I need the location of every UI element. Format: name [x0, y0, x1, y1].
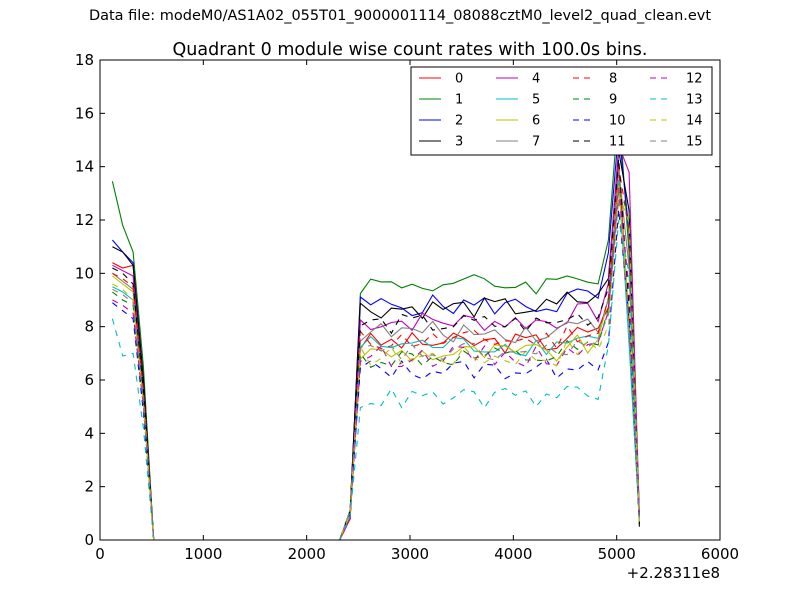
legend-label: 14 [686, 114, 703, 129]
legend-label: 8 [609, 72, 617, 87]
legend-label: 2 [455, 114, 463, 129]
series-line-11 [112, 158, 640, 540]
legend-label: 6 [532, 114, 540, 129]
series-line-0 [112, 163, 640, 540]
legend-label: 12 [686, 72, 703, 87]
x-offset-label: +2.28311e8 [627, 564, 720, 582]
x-tick-label: 0 [95, 545, 105, 563]
series-line-3 [112, 150, 640, 540]
legend-label: 4 [532, 72, 540, 87]
legend-label: 11 [609, 135, 626, 150]
series-line-5 [112, 179, 640, 540]
series-line-2 [111, 129, 640, 540]
y-tick-label: 6 [84, 371, 94, 389]
plot-area [111, 105, 640, 540]
legend-label: 7 [532, 135, 540, 150]
series-line-9 [112, 191, 640, 540]
series-line-1 [111, 105, 640, 540]
x-tick-label: 3000 [391, 545, 429, 563]
legend-label: 1 [455, 93, 463, 108]
y-tick-label: 4 [84, 424, 94, 442]
y-tick-label: 10 [75, 264, 94, 282]
y-tick-label: 0 [84, 531, 94, 549]
legend-label: 0 [455, 72, 463, 87]
legend-label: 5 [532, 93, 540, 108]
y-tick-label: 16 [75, 104, 94, 122]
series-line-8 [112, 166, 640, 540]
series-line-7 [112, 169, 640, 540]
chart-title: Quadrant 0 module wise count rates with … [173, 40, 648, 60]
y-tick-label: 18 [75, 51, 94, 69]
y-tick-label: 2 [84, 478, 94, 496]
series-line-6 [112, 185, 640, 540]
series-line-10 [112, 209, 640, 540]
y-tick-label: 8 [84, 318, 94, 336]
legend-label: 9 [609, 93, 617, 108]
y-tick-label: 14 [75, 158, 94, 176]
legend-box [410, 66, 713, 156]
data-file-caption: Data file: modeM0/AS1A02_055T01_90000011… [88, 8, 712, 24]
legend-label: 3 [455, 135, 463, 150]
series-line-12 [112, 187, 640, 540]
x-tick-label: 6000 [701, 545, 739, 563]
series-line-13 [111, 219, 640, 540]
x-tick-label: 2000 [288, 545, 326, 563]
x-tick-label: 1000 [184, 545, 222, 563]
y-tick-label: 12 [75, 211, 94, 229]
series-line-14 [112, 193, 640, 540]
x-tick-label: 4000 [494, 545, 532, 563]
series-line-15 [112, 198, 640, 540]
legend-label: 13 [686, 93, 703, 108]
legend-label: 15 [686, 135, 703, 150]
legend-label: 10 [609, 114, 626, 129]
x-tick-label: 5000 [598, 545, 636, 563]
